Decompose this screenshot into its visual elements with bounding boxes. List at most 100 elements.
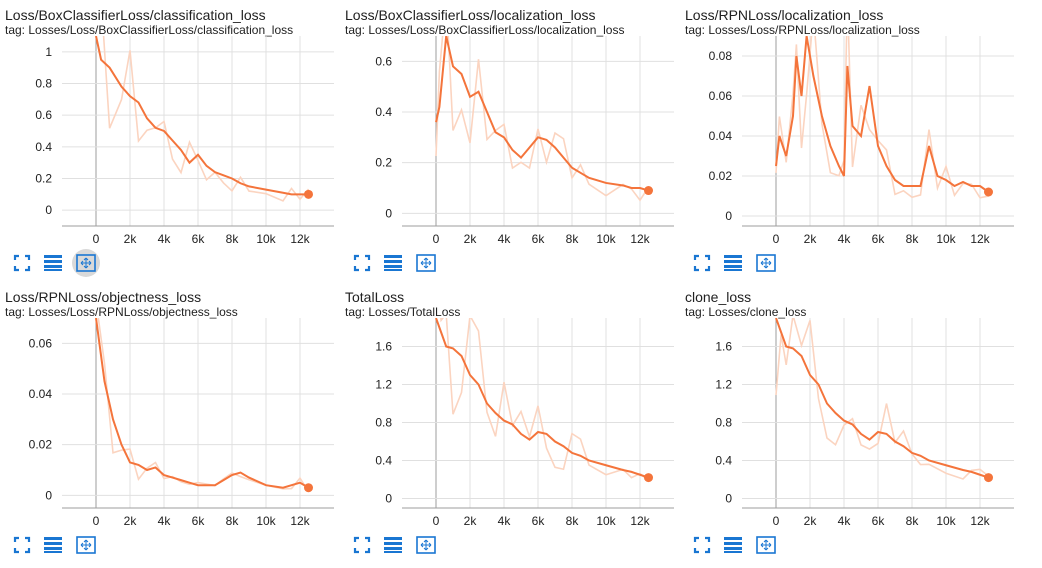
x-tick-label: 8k: [226, 232, 240, 246]
x-tick-label: 6k: [192, 514, 206, 528]
data-table-icon: [384, 255, 402, 271]
fit-domain-button[interactable]: [74, 533, 98, 557]
fit-domain-button[interactable]: [72, 249, 100, 277]
data-table-button[interactable]: [41, 251, 65, 275]
fullscreen-icon: [693, 254, 711, 272]
x-tick-label: 2k: [804, 514, 818, 528]
fullscreen-icon: [13, 536, 31, 554]
smoothed-series-line: [775, 318, 989, 479]
x-tick-label: 6k: [532, 232, 546, 246]
data-table-button[interactable]: [381, 533, 405, 557]
data-table-icon: [724, 255, 742, 271]
y-tick-label: 0.8: [375, 416, 392, 430]
smoothed-series-line: [435, 36, 649, 192]
y-tick-label: 0.2: [35, 172, 52, 186]
x-tick-label: 4k: [158, 514, 172, 528]
chart-title: Loss/BoxClassifierLoss/classification_lo…: [5, 7, 266, 23]
chart-plot[interactable]: 0 2k 4k 6k 8k 10k 12k 0 0.02 0.04 0.06: [0, 318, 340, 528]
chart-plot[interactable]: 0 2k 4k 6k 8k 10k 12k 0 0.4 0.8 1.2 1.6: [340, 318, 680, 528]
y-tick-label: 0: [45, 203, 52, 217]
y-tick-label: 0.04: [29, 387, 53, 401]
data-table-button[interactable]: [721, 251, 745, 275]
x-tick-label: 12k: [290, 514, 310, 528]
chart-card: clone_loss tag: Losses/clone_loss 0 2k 4k 6…: [680, 282, 1020, 562]
fit-domain-button[interactable]: [414, 251, 438, 275]
x-tick-label: 8k: [906, 514, 920, 528]
chart-tag: tag: Losses/Loss/BoxClassifierLoss/class…: [5, 23, 294, 37]
fullscreen-button[interactable]: [350, 533, 374, 557]
data-table-button[interactable]: [41, 533, 65, 557]
chart-card: Loss/RPNLoss/objectness_loss tag: Losses…: [0, 282, 340, 562]
x-tick-label: 0: [773, 514, 780, 528]
fullscreen-button[interactable]: [690, 533, 714, 557]
y-tick-label: 0.2: [375, 156, 392, 170]
chart-card: Loss/BoxClassifierLoss/classification_lo…: [0, 0, 340, 280]
chart-plot[interactable]: 0 2k 4k 6k 8k 10k 12k 0 0.2 0.4 0.6: [340, 36, 680, 246]
raw-series-line: [435, 36, 650, 202]
chart-title: Loss/BoxClassifierLoss/localization_loss: [345, 7, 596, 23]
x-tick-label: 10k: [596, 514, 616, 528]
fullscreen-button[interactable]: [350, 251, 374, 275]
fullscreen-icon: [353, 254, 371, 272]
x-tick-label: 4k: [498, 514, 512, 528]
x-tick-label: 8k: [566, 514, 580, 528]
last-point-marker: [304, 189, 313, 199]
fit-domain-button[interactable]: [754, 533, 778, 557]
smoothed-series-line: [95, 36, 309, 196]
x-tick-label: 6k: [872, 232, 886, 246]
raw-series-line: [775, 318, 990, 480]
chart-plot[interactable]: 0 2k 4k 6k 8k 10k 12k 0 0.4 0.8 1.2 1.6: [680, 318, 1020, 528]
y-tick-label: 1.6: [715, 340, 732, 354]
x-tick-label: 10k: [936, 514, 956, 528]
fullscreen-button[interactable]: [10, 533, 34, 557]
chart-card: TotalLoss tag: Losses/TotalLoss 0 2k 4k 6k 8…: [340, 282, 680, 562]
chart-tag: tag: Losses/Loss/BoxClassifierLoss/local…: [345, 23, 625, 37]
x-tick-label: 8k: [226, 514, 240, 528]
smoothed-series-line: [435, 318, 649, 479]
chart-title: clone_loss: [685, 289, 752, 305]
x-tick-label: 12k: [290, 232, 310, 246]
chart-plot[interactable]: 0 2k 4k 6k 8k 10k 12k 0 0.2 0.4 0.6 0.8 1: [0, 36, 340, 246]
x-tick-label: 2k: [464, 514, 478, 528]
y-tick-label: 0.4: [35, 140, 52, 154]
x-tick-label: 10k: [256, 514, 276, 528]
raw-series-line: [440, 318, 650, 482]
fit-domain-button[interactable]: [754, 251, 778, 275]
fit-domain-icon: [756, 254, 776, 272]
x-tick-label: 8k: [566, 232, 580, 246]
fit-domain-button[interactable]: [414, 533, 438, 557]
x-tick-label: 0: [433, 514, 440, 528]
chart-card: Loss/BoxClassifierLoss/localization_loss…: [340, 0, 680, 280]
x-tick-label: 2k: [804, 232, 818, 246]
fullscreen-button[interactable]: [690, 251, 714, 275]
chart-tag: tag: Losses/clone_loss: [685, 305, 807, 319]
y-tick-label: 1.2: [375, 378, 392, 392]
x-tick-label: 2k: [464, 232, 478, 246]
x-tick-label: 4k: [158, 232, 172, 246]
y-tick-label: 0.08: [709, 49, 733, 63]
y-tick-label: 0: [385, 206, 392, 220]
x-tick-label: 10k: [256, 232, 276, 246]
fit-domain-icon: [76, 254, 96, 272]
data-table-button[interactable]: [381, 251, 405, 275]
y-tick-label: 1.2: [715, 378, 732, 392]
x-tick-label: 10k: [596, 232, 616, 246]
chart-plot[interactable]: 0 2k 4k 6k 8k 10k 12k 0 0.02 0.04 0.06 0.08: [680, 36, 1020, 246]
data-table-icon: [44, 537, 62, 553]
data-table-button[interactable]: [721, 533, 745, 557]
y-tick-label: 0: [725, 209, 732, 223]
y-tick-label: 0.8: [35, 77, 52, 91]
x-tick-label: 6k: [192, 232, 206, 246]
smoothed-series-line: [775, 36, 990, 193]
last-point-marker: [644, 186, 653, 196]
y-tick-label: 0.02: [709, 169, 733, 183]
last-point-marker: [984, 473, 993, 483]
fullscreen-button[interactable]: [10, 251, 34, 275]
data-table-icon: [384, 537, 402, 553]
fit-domain-icon: [416, 254, 436, 272]
chart-title: Loss/RPNLoss/objectness_loss: [5, 289, 202, 305]
y-tick-label: 0.4: [715, 454, 732, 468]
chart-tag: tag: Losses/Loss/RPNLoss/localization_lo…: [685, 23, 920, 37]
y-tick-label: 0.4: [375, 454, 392, 468]
x-tick-label: 6k: [532, 514, 546, 528]
